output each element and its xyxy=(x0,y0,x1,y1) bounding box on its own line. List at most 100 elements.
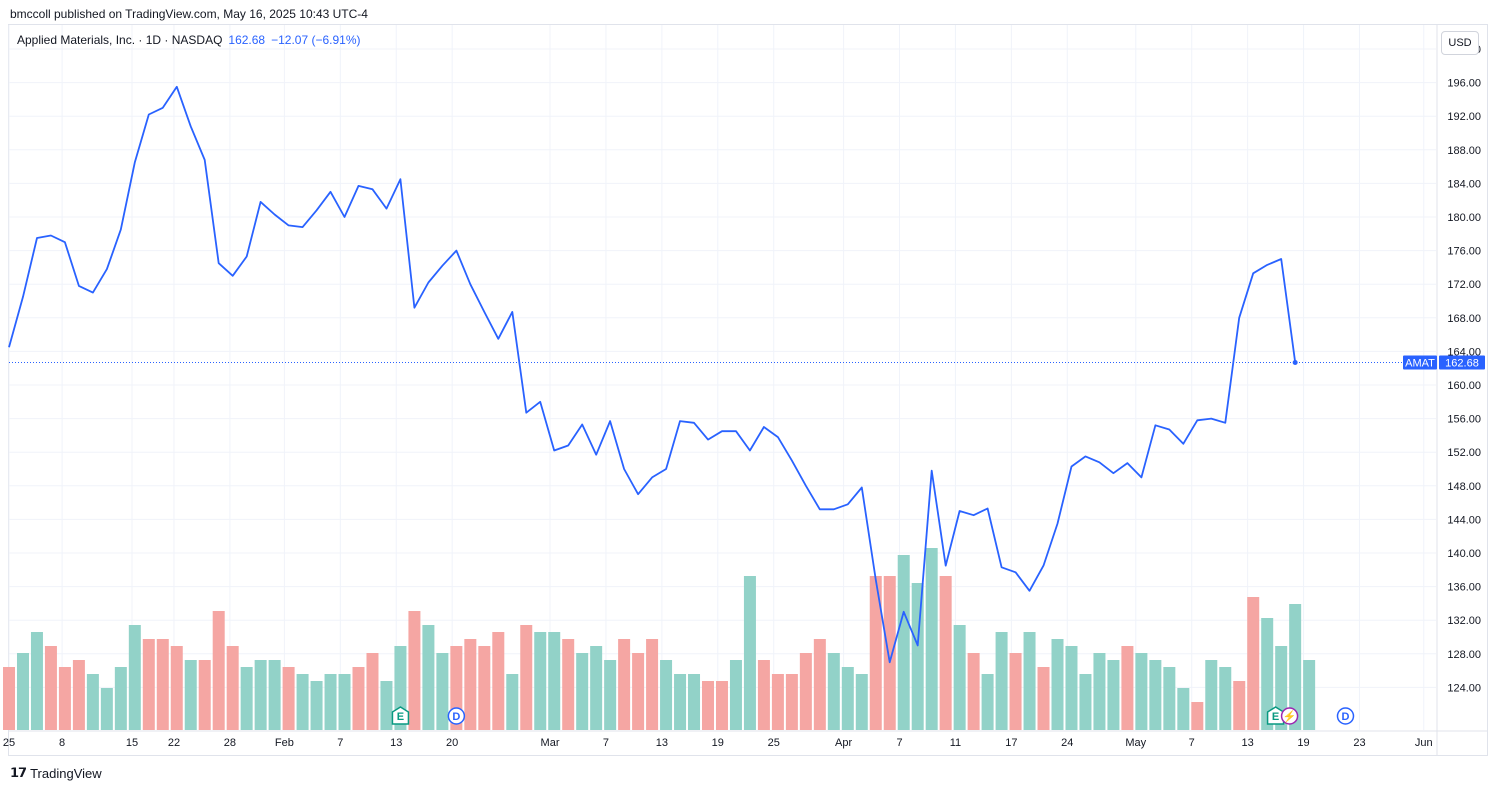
last-price-label-layer: AMAT 162.68 xyxy=(1403,355,1485,370)
volume-bar xyxy=(1037,667,1050,730)
volume-bar xyxy=(869,576,882,730)
tradingview-logo-text: TradingView xyxy=(30,765,102,781)
x-tick-label: Feb xyxy=(275,737,294,749)
x-tick-label: 25 xyxy=(3,737,15,749)
volume-bar xyxy=(478,646,491,730)
volume-bar xyxy=(1191,702,1204,730)
volume-bar xyxy=(366,653,379,730)
volume-bar xyxy=(30,632,43,730)
volume-bar xyxy=(268,660,281,730)
y-tick-label: 132.00 xyxy=(1447,615,1481,627)
volume-bar xyxy=(646,639,659,730)
volume-bar xyxy=(1107,660,1120,730)
split-marker xyxy=(1280,707,1299,725)
volume-bar xyxy=(1051,639,1064,730)
volume-bar xyxy=(114,667,127,730)
volume-bar xyxy=(925,548,938,730)
tradingview-logo: 𝟭𝟳 TradingView xyxy=(10,765,102,781)
volume-bar xyxy=(1289,604,1302,730)
volume-bar xyxy=(855,674,868,730)
x-axis: 25 8 15 22 28 Feb 7 13 20 Mar 7 13 19 25 Apr 7 11 17 24 May… xyxy=(3,730,1487,749)
volume-bar xyxy=(757,660,770,730)
last-price-label: AMAT 162.68 xyxy=(1403,355,1485,370)
volume-bar xyxy=(771,674,784,730)
volume-bar xyxy=(1149,660,1162,730)
volume-bar xyxy=(785,674,798,730)
volume-bars xyxy=(3,548,1316,730)
earnings-marker xyxy=(1266,706,1285,725)
y-tick-label: 144.00 xyxy=(1447,514,1481,526)
x-tick-label: 28 xyxy=(224,737,236,749)
y-tick-label: 196.00 xyxy=(1447,78,1481,90)
volume-bar xyxy=(16,653,29,730)
x-tick-label: 13 xyxy=(656,737,668,749)
event-markers: E D E ⚡ D xyxy=(391,706,1355,725)
x-tick-label: Jun xyxy=(1415,737,1433,749)
volume-bar xyxy=(688,674,701,730)
x-tick-label: 19 xyxy=(712,737,724,749)
ticker-tag xyxy=(1403,355,1437,370)
volume-bar xyxy=(1135,653,1148,730)
y-tick-label: 188.00 xyxy=(1447,145,1481,157)
volume-bar xyxy=(799,653,812,730)
x-tick-label: May xyxy=(1125,737,1146,749)
x-tick-label: 7 xyxy=(603,737,609,749)
x-tick-label: 7 xyxy=(337,737,343,749)
volume-bar xyxy=(995,632,1008,730)
y-tick-label: 128.00 xyxy=(1447,649,1481,661)
price-line-layer xyxy=(8,85,1436,664)
y-tick-label: 140.00 xyxy=(1447,548,1481,560)
ticker-tag-text: AMAT xyxy=(1405,357,1435,369)
volume-bar xyxy=(296,674,309,730)
volume-bar xyxy=(156,639,169,730)
volume-bar xyxy=(338,674,351,730)
volume-bar xyxy=(1247,597,1260,730)
volume-bar xyxy=(1205,660,1218,730)
volume-bar xyxy=(198,660,211,730)
volume-bar xyxy=(226,646,239,730)
x-tick-label: 11 xyxy=(950,737,961,749)
volume-bar xyxy=(184,660,197,730)
volume-bar xyxy=(841,667,854,730)
volume-bar xyxy=(324,674,337,730)
volume-bar xyxy=(981,674,994,730)
volume-bar xyxy=(212,611,225,730)
legend-change: −12.07 (−6.91%) xyxy=(271,33,361,47)
event-marker-label: E xyxy=(1272,711,1279,723)
currency-button[interactable]: USD xyxy=(1441,31,1479,55)
volume-bar xyxy=(1233,681,1246,730)
y-tick-label: 148.00 xyxy=(1447,481,1481,493)
volume-bar xyxy=(86,674,99,730)
volume-bar xyxy=(576,653,589,730)
event-marker-label: ⚡ xyxy=(1283,710,1297,723)
volume-bar xyxy=(743,576,756,730)
volume-bar xyxy=(1219,667,1232,730)
volume-bar xyxy=(464,639,477,730)
volume-bar xyxy=(729,660,742,730)
volume-bar xyxy=(142,639,155,730)
volume-bar xyxy=(827,653,840,730)
volume-bar xyxy=(520,625,533,730)
volume-bar xyxy=(408,611,421,730)
volume-bar xyxy=(72,660,85,730)
volume-bar xyxy=(44,646,57,730)
tradingview-logo-icon: 𝟭𝟳 xyxy=(10,765,27,780)
x-tick-label: 8 xyxy=(59,737,65,749)
publish-header: bmccoll published on TradingView.com, Ma… xyxy=(10,7,368,21)
volume-bar xyxy=(660,660,673,730)
y-tick-label: 172.00 xyxy=(1447,279,1481,291)
volume-bar xyxy=(1163,667,1176,730)
volume-bar xyxy=(1121,646,1134,730)
volume-bar xyxy=(562,639,575,730)
legend-price: 162.68 xyxy=(228,33,266,47)
volume-bar xyxy=(632,653,645,730)
volume-bar xyxy=(310,681,323,730)
y-tick-label: 168.00 xyxy=(1447,313,1481,325)
volume-bar xyxy=(1093,653,1106,730)
dividend-marker xyxy=(447,707,466,725)
volume-bar xyxy=(1261,618,1274,730)
dividend-marker xyxy=(1336,707,1355,725)
y-tick-label: 164.00 xyxy=(1447,346,1481,358)
volume-bar xyxy=(1065,646,1078,730)
